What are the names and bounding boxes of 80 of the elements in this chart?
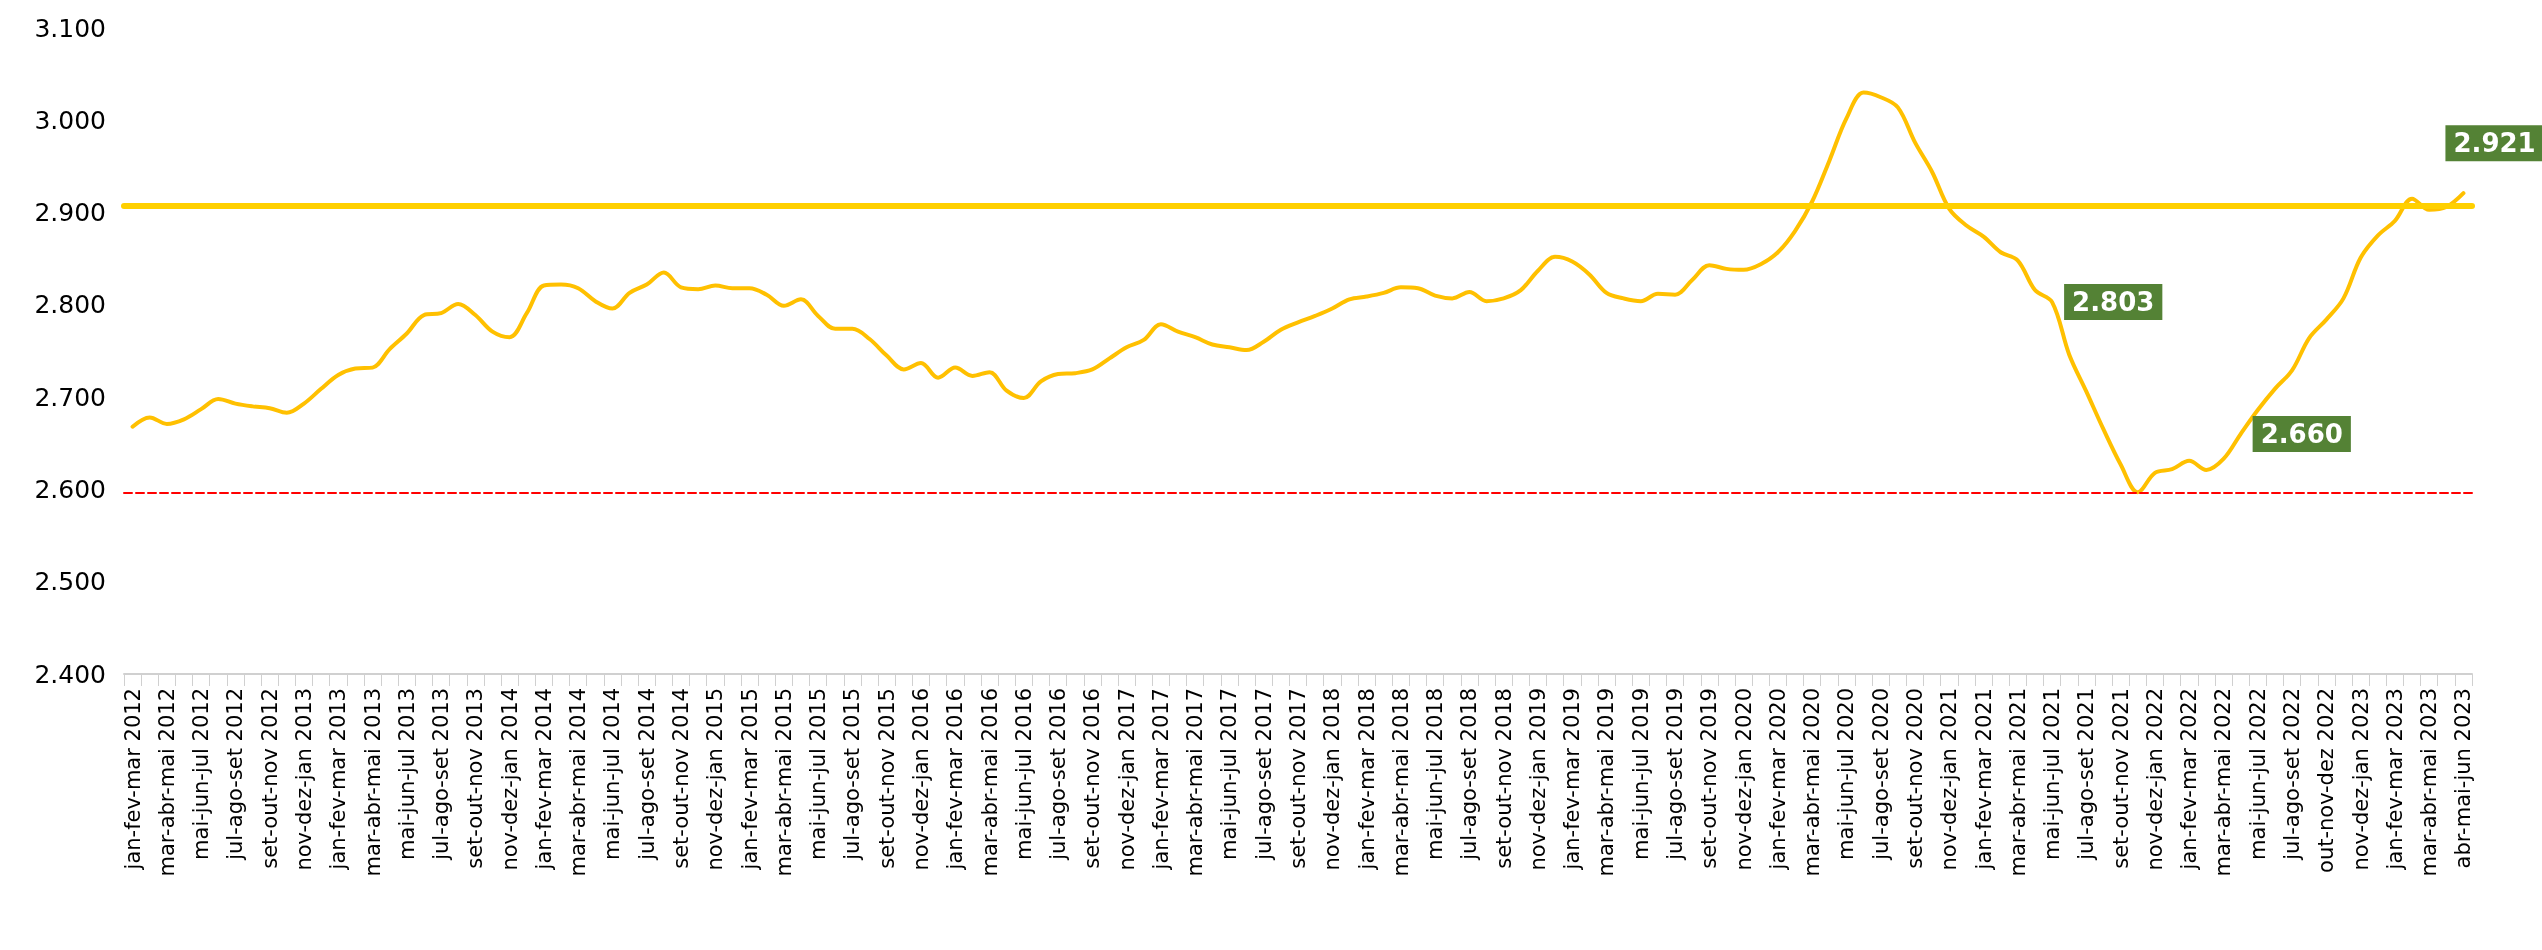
- x-tick-label: nov-dez-jan 2015: [703, 688, 728, 871]
- x-tick-label: jan-fev-mar 2013: [326, 688, 351, 871]
- x-tick-label: jul-ago-set 2013: [429, 688, 454, 861]
- x-tick-label: mar-abr-mai 2015: [771, 688, 796, 877]
- y-tick-label: 2.800: [34, 290, 106, 320]
- x-tick-label: jan-fev-mar 2012: [120, 688, 145, 871]
- x-tick-label: mai-jun-jul 2015: [806, 688, 831, 860]
- x-tick-label: mar-abr-mai 2017: [1183, 688, 1208, 877]
- y-tick-label: 2.600: [34, 474, 106, 504]
- x-tick-label: jan-fev-mar 2014: [531, 688, 556, 871]
- x-tick-label: mar-abr-mai 2020: [1800, 688, 1825, 877]
- y-tick-label: 2.500: [34, 567, 106, 597]
- x-tick-label: jan-fev-mar 2022: [2177, 688, 2202, 871]
- x-tick-label: nov-dez-jan 2019: [1525, 688, 1550, 871]
- x-tick-label: mar-abr-mai 2023: [2417, 688, 2442, 877]
- x-tick-label: mar-abr-mai 2016: [977, 688, 1002, 877]
- x-tick-label: set-out-nov 2017: [1286, 688, 1310, 869]
- x-tick-label: mai-jun-jul 2014: [600, 688, 625, 860]
- x-tick-label: set-out-nov 2014: [669, 688, 694, 869]
- y-tick-label: 2.900: [34, 198, 106, 228]
- y-tick-label: 2.400: [34, 659, 106, 689]
- x-tick-label: mai-jun-jul 2022: [2245, 688, 2270, 860]
- x-tick-label: set-out-nov 2012: [257, 688, 282, 869]
- x-tick-label: abr-mai-jun 2023: [2451, 688, 2476, 869]
- x-tick-label: jan-fev-mar 2023: [2382, 688, 2407, 871]
- x-tick-label: jul-ago-set 2014: [634, 688, 659, 861]
- x-tick-label: nov-dez-jan 2022: [2142, 688, 2167, 871]
- x-tick-label: jul-ago-set 2021: [2074, 688, 2099, 861]
- x-tick-label: nov-dez-jan 2017: [1114, 688, 1139, 871]
- x-tick-label: mar-abr-mai 2018: [1388, 688, 1413, 877]
- x-tick-label: mar-abr-mai 2012: [154, 688, 179, 877]
- x-tick-label: nov-dez-jan 2016: [908, 688, 933, 871]
- x-tick-label: nov-dez-jan 2023: [2348, 688, 2373, 871]
- y-tick-label: 3.000: [34, 105, 106, 135]
- x-tick-label: set-out-nov 2018: [1491, 688, 1516, 869]
- x-tick-label: jul-ago-set 2017: [1251, 688, 1276, 861]
- x-tick-label: set-out-nov 2015: [874, 688, 899, 869]
- x-tick-label: out-nov-dez 2022: [2314, 688, 2339, 873]
- x-tick-label: mar-abr-mai 2019: [1594, 688, 1619, 877]
- x-tick-label: mai-jun-jul 2020: [1834, 688, 1859, 860]
- data-label: 2.803: [2072, 287, 2155, 318]
- x-tick-label: mar-abr-mai 2013: [360, 688, 385, 877]
- x-tick-label: jul-ago-set 2016: [1046, 688, 1071, 861]
- x-tick-label: mai-jun-jul 2021: [2040, 688, 2065, 860]
- x-tick-label: mai-jun-jul 2013: [394, 688, 419, 860]
- x-tick-label: nov-dez-jan 2021: [1937, 688, 1962, 871]
- x-tick-label: jan-fev-mar 2015: [737, 688, 762, 871]
- x-tick-label: jul-ago-set 2022: [2280, 688, 2305, 861]
- x-tick-label: jan-fev-mar 2020: [1765, 688, 1790, 871]
- x-tick-label: nov-dez-jan 2018: [1320, 688, 1345, 871]
- data-label: 2.921: [2453, 128, 2536, 159]
- x-tick-label: mar-abr-mai 2022: [2211, 688, 2236, 877]
- x-tick-label: set-out-nov 2016: [1080, 688, 1105, 869]
- y-tick-label: 3.100: [34, 13, 106, 43]
- x-tick-label: jan-fev-mar 2016: [943, 688, 968, 871]
- x-tick-label: set-out-nov 2021: [2108, 688, 2133, 869]
- x-tick-label: jan-fev-mar 2018: [1354, 688, 1379, 871]
- x-tick-label: jan-fev-mar 2019: [1560, 688, 1585, 871]
- x-tick-label: jul-ago-set 2019: [1663, 688, 1688, 861]
- x-tick-label: set-out-nov 2020: [1902, 688, 1927, 869]
- x-tick-label: jul-ago-set 2012: [223, 688, 248, 861]
- x-tick-label: nov-dez-jan 2020: [1731, 688, 1756, 871]
- x-tick-label: jul-ago-set 2018: [1457, 688, 1482, 861]
- x-tick-label: mai-jun-jul 2017: [1217, 688, 1242, 860]
- x-tick-label: jul-ago-set 2015: [840, 688, 865, 861]
- data-label: 2.660: [2260, 419, 2343, 450]
- x-tick-label: nov-dez-jan 2013: [291, 688, 316, 871]
- x-tick-label: nov-dez-jan 2014: [497, 688, 522, 871]
- x-tick-label: mar-abr-mai 2014: [566, 688, 591, 877]
- x-tick-label: mai-jun-jul 2019: [1628, 688, 1653, 860]
- x-tick-label: set-out-nov 2013: [463, 688, 488, 869]
- x-tick-label: jan-fev-mar 2017: [1148, 688, 1173, 871]
- x-tick-label: mar-abr-mai 2021: [2005, 688, 2030, 877]
- x-tick-label: mai-jun-jul 2012: [189, 688, 214, 860]
- x-tick-label: mai-jun-jul 2018: [1423, 688, 1448, 860]
- x-tick-label: jan-fev-mar 2021: [1971, 688, 1996, 871]
- x-tick-label: jul-ago-set 2020: [1868, 688, 1893, 861]
- x-tick-label: mai-jun-jul 2016: [1011, 688, 1036, 860]
- y-tick-label: 2.700: [34, 382, 106, 412]
- x-tick-label: set-out-nov 2019: [1697, 688, 1722, 869]
